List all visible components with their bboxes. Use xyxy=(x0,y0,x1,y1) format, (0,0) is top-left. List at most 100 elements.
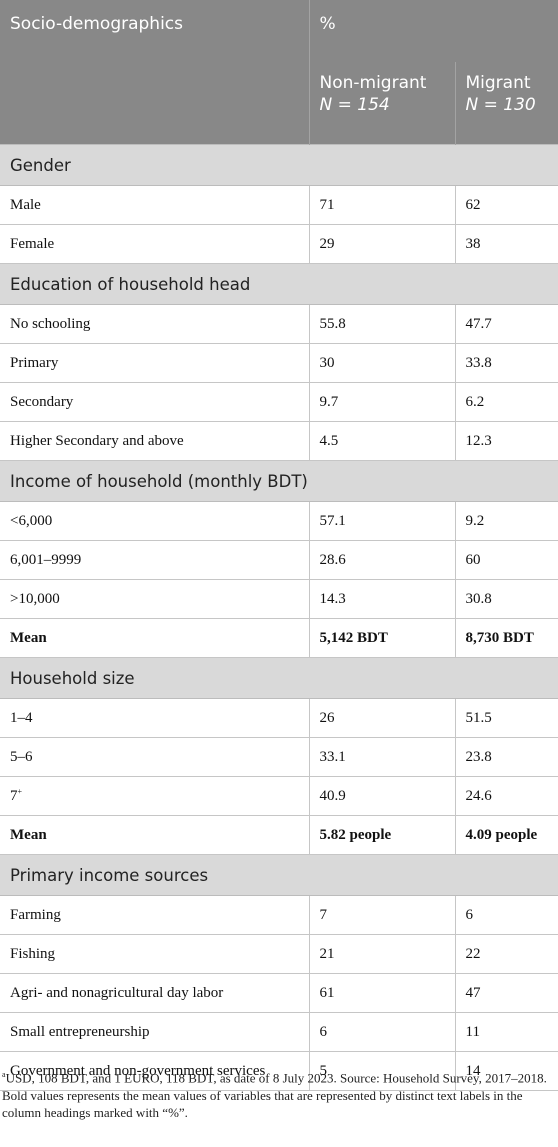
table-footnotes: aUSD, 108 BDT, and 1 EURO, 118 BDT, as d… xyxy=(0,1066,554,1122)
nonmigrant-value: 29 xyxy=(309,224,456,264)
table-body: Gender Male 71 62 Female 29 38 Education of hou… xyxy=(0,144,558,1091)
section-title: Education of household head xyxy=(0,263,558,305)
migrant-value: 51.5 xyxy=(455,698,558,738)
row-label: Male xyxy=(10,196,41,213)
section-header-row: Household size xyxy=(0,657,558,699)
table-row: 5–6 33.1 23.8 xyxy=(0,737,558,777)
row-label-cell: No schooling xyxy=(0,304,310,344)
section-header-row: Gender xyxy=(0,144,558,186)
migrant-value: 11 xyxy=(455,1012,558,1052)
table-row: Secondary 9.7 6.2 xyxy=(0,382,558,422)
row-label-cell: 1–4 xyxy=(0,698,310,738)
header-migrant-label: Migrant xyxy=(465,73,531,93)
row-label-cell: Fishing xyxy=(0,934,310,974)
table-row: Government and non-government services 5 1… xyxy=(0,1051,558,1091)
header-nonmigrant-n: N = 154 xyxy=(319,95,390,115)
nonmigrant-value: 5.82 people xyxy=(309,815,456,855)
row-label: Government and non-government services xyxy=(10,1062,266,1079)
row-label-cell: 6,001–9999 xyxy=(0,540,310,580)
migrant-value: 4.09 people xyxy=(455,815,558,855)
row-label: Primary xyxy=(10,354,59,371)
row-label-cell: Mean xyxy=(0,618,310,658)
row-label: Small entrepreneurship xyxy=(10,1023,150,1040)
row-label: Fishing xyxy=(10,945,56,962)
nonmigrant-value: 26 xyxy=(309,698,456,738)
row-label: Mean xyxy=(10,629,47,646)
nonmigrant-value: 28.6 xyxy=(309,540,456,580)
header-migrant: Migrant N = 130 xyxy=(455,62,558,145)
section-title: Household size xyxy=(0,657,558,699)
row-label: 1–4 xyxy=(10,709,33,726)
nonmigrant-value: 4.5 xyxy=(309,421,456,461)
table-row: Fishing 21 22 xyxy=(0,934,558,974)
row-label-cell: Government and non-government services xyxy=(0,1051,310,1091)
migrant-value: 22 xyxy=(455,934,558,974)
migrant-value: 8,730 BDT xyxy=(455,618,558,658)
migrant-value: 62 xyxy=(455,185,558,225)
table-row: Farming 7 6 xyxy=(0,895,558,935)
migrant-value: 33.8 xyxy=(455,343,558,383)
nonmigrant-value: 55.8 xyxy=(309,304,456,344)
table-row: Female 29 38 xyxy=(0,224,558,264)
nonmigrant-value: 9.7 xyxy=(309,382,456,422)
migrant-value: 24.6 xyxy=(455,776,558,816)
header-nonmigrant-label: Non-migrant xyxy=(319,73,427,93)
row-label: Mean xyxy=(10,826,47,843)
footnote-marker: a xyxy=(2,1070,6,1079)
migrant-value: 38 xyxy=(455,224,558,264)
table-row: Primary 30 33.8 xyxy=(0,343,558,383)
nonmigrant-value: 40.9 xyxy=(309,776,456,816)
row-label-cell: Farming xyxy=(0,895,310,935)
migrant-value: 14 xyxy=(455,1051,558,1091)
footnote-bold-values: Bold values represents the mean values o… xyxy=(2,1087,523,1121)
nonmigrant-value: 61 xyxy=(309,973,456,1013)
migrant-value: 47 xyxy=(455,973,558,1013)
migrant-value: 6.2 xyxy=(455,382,558,422)
row-label: Agri- and nonagricultural day labor xyxy=(10,984,224,1001)
table-row: Mean 5,142 BDT 8,730 BDT xyxy=(0,618,558,658)
migrant-value: 47.7 xyxy=(455,304,558,344)
migrant-value: 30.8 xyxy=(455,579,558,619)
nonmigrant-value: 5 xyxy=(309,1051,456,1091)
nonmigrant-value: 6 xyxy=(309,1012,456,1052)
section-header-row: Primary income sources xyxy=(0,854,558,896)
nonmigrant-value: 21 xyxy=(309,934,456,974)
row-label-cell: Female xyxy=(0,224,310,264)
header-row-top: Socio-demographics % xyxy=(0,0,558,145)
row-label-cell: 7+ xyxy=(0,776,310,816)
migrant-value: 9.2 xyxy=(455,501,558,541)
row-label-superscript: + xyxy=(17,787,23,796)
table-row: Small entrepreneurship 6 11 xyxy=(0,1012,558,1052)
nonmigrant-value: 7 xyxy=(309,895,456,935)
section-header-row: Income of household (monthly BDT) xyxy=(0,460,558,502)
section-header-row: Education of household head xyxy=(0,263,558,305)
nonmigrant-value: 57.1 xyxy=(309,501,456,541)
nonmigrant-value: 33.1 xyxy=(309,737,456,777)
row-label: Farming xyxy=(10,906,61,923)
row-label-cell: Secondary xyxy=(0,382,310,422)
row-label: Secondary xyxy=(10,393,74,410)
row-label-cell: >10,000 xyxy=(0,579,310,619)
row-label-cell: Higher Secondary and above xyxy=(0,421,310,461)
nonmigrant-value: 14.3 xyxy=(309,579,456,619)
table-row: >10,000 14.3 30.8 xyxy=(0,579,558,619)
migrant-value: 60 xyxy=(455,540,558,580)
nonmigrant-value: 30 xyxy=(309,343,456,383)
row-label-cell: Male xyxy=(0,185,310,225)
table-row: 1–4 26 51.5 xyxy=(0,698,558,738)
footnote-currency: aUSD, 108 BDT, and 1 EURO, 118 BDT, as d… xyxy=(2,1066,554,1087)
row-label-cell: Small entrepreneurship xyxy=(0,1012,310,1052)
header-socio-demographics: Socio-demographics xyxy=(0,0,310,145)
header-percent: % xyxy=(309,0,558,62)
migrant-value: 12.3 xyxy=(455,421,558,461)
row-label: 7 xyxy=(10,788,18,804)
table-row: <6,000 57.1 9.2 xyxy=(0,501,558,541)
table-row: Agri- and nonagricultural day labor 61 47 xyxy=(0,973,558,1013)
row-label: >10,000 xyxy=(10,590,60,607)
table-row: 6,001–9999 28.6 60 xyxy=(0,540,558,580)
table-row: No schooling 55.8 47.7 xyxy=(0,304,558,344)
row-label-cell: <6,000 xyxy=(0,501,310,541)
migrant-value: 6 xyxy=(455,895,558,935)
row-label-cell: Mean xyxy=(0,815,310,855)
nonmigrant-value: 71 xyxy=(309,185,456,225)
